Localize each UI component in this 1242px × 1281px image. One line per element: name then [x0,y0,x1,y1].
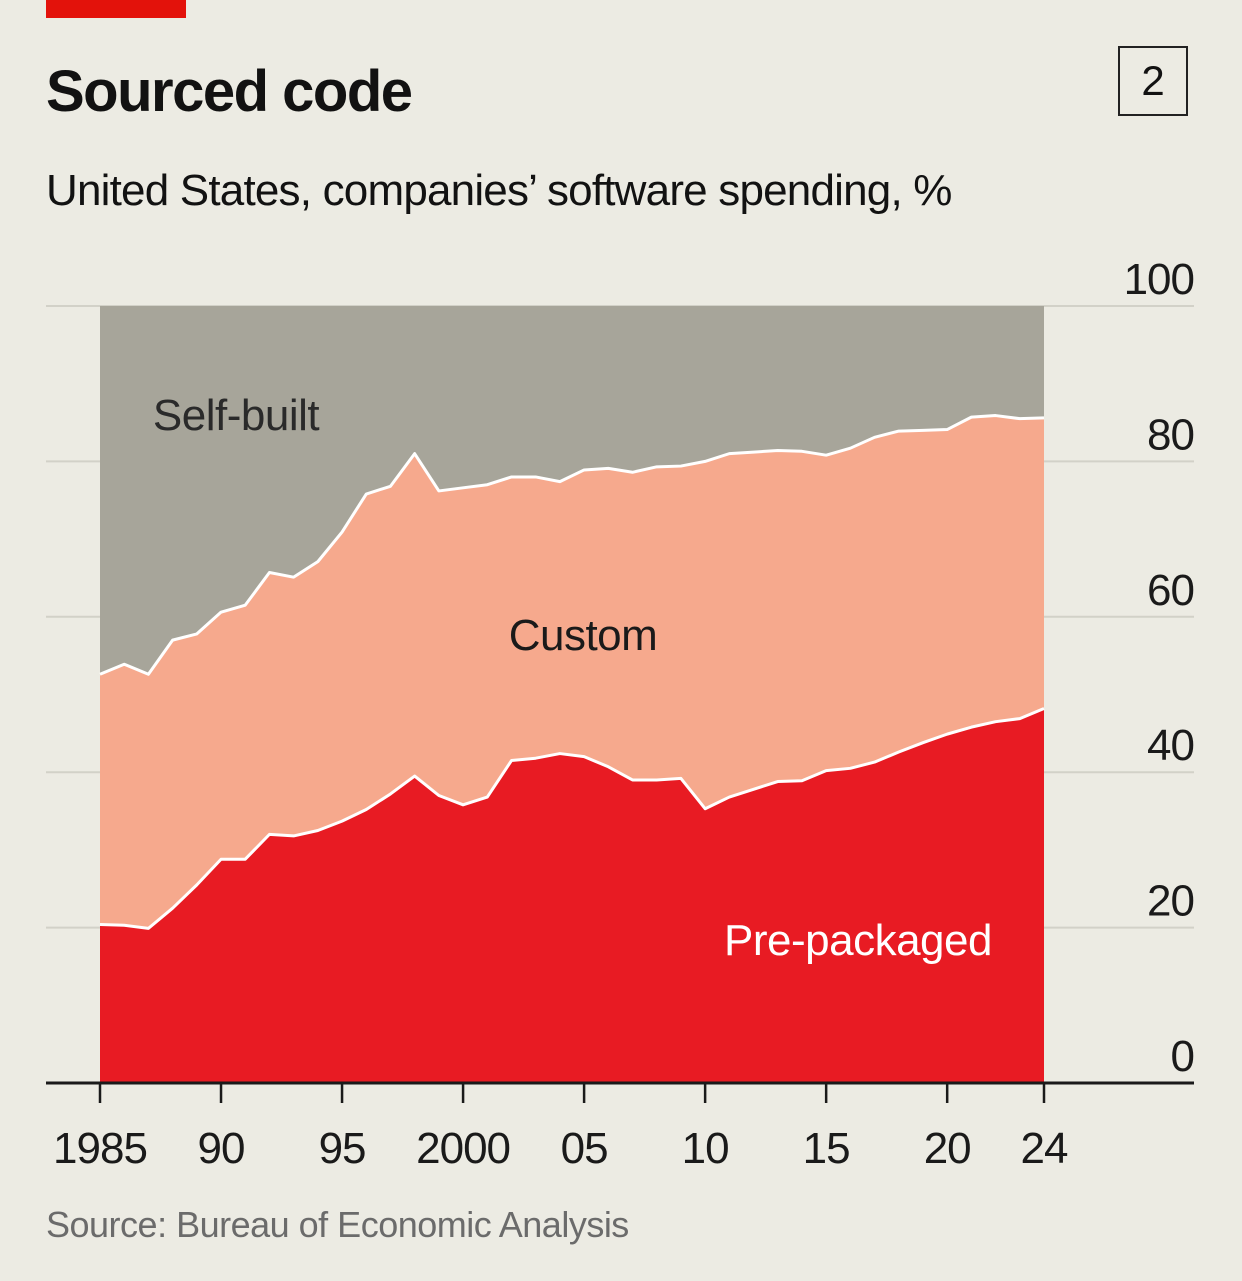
x-tick-label-2000: 2000 [416,1124,510,1173]
area-series [99,306,1045,1083]
area-custom [100,415,1044,929]
label-self-built: Self-built [153,391,319,440]
boundary-line-pre-packaged [99,707,1045,930]
area-self-built [100,306,1044,675]
y-tick-label-20: 20 [1147,877,1194,926]
chart-number-box: 2 [1118,46,1188,116]
series-labels: Pre-packaged Custom Self-built [153,391,993,965]
boundary-line-custom [99,414,1045,676]
x-tick-label-1995: 95 [319,1124,366,1173]
label-pre-packaged: Pre-packaged [724,916,992,965]
x-tick-label-2024: 24 [1021,1124,1068,1173]
axes: 0 20 40 60 80 100 1985 90 95 2000 05 10 15 20 24 [46,255,1195,1173]
y-tick-label-100: 100 [1124,255,1194,304]
y-tick-label-60: 60 [1147,566,1194,615]
x-tick-label-2010: 10 [682,1124,729,1173]
x-tick-label-1990: 90 [198,1124,245,1173]
y-tick-label-40: 40 [1147,721,1194,770]
source-note: Source: Bureau of Economic Analysis [46,1204,629,1245]
area-pre-packaged [100,708,1044,1083]
x-tick-label-2020: 20 [924,1124,971,1173]
x-tick-label-2015: 15 [803,1124,850,1173]
x-tick-label-1985: 1985 [53,1124,147,1173]
chart-subtitle: United States, companies’ software spend… [46,166,952,215]
accent-bar [46,0,186,18]
x-tick-label-2005: 05 [561,1124,608,1173]
chart-title: Sourced code [46,59,413,124]
y-tick-label-0: 0 [1171,1032,1194,1081]
y-tick-label-80: 80 [1147,410,1194,459]
label-custom: Custom [509,611,658,660]
